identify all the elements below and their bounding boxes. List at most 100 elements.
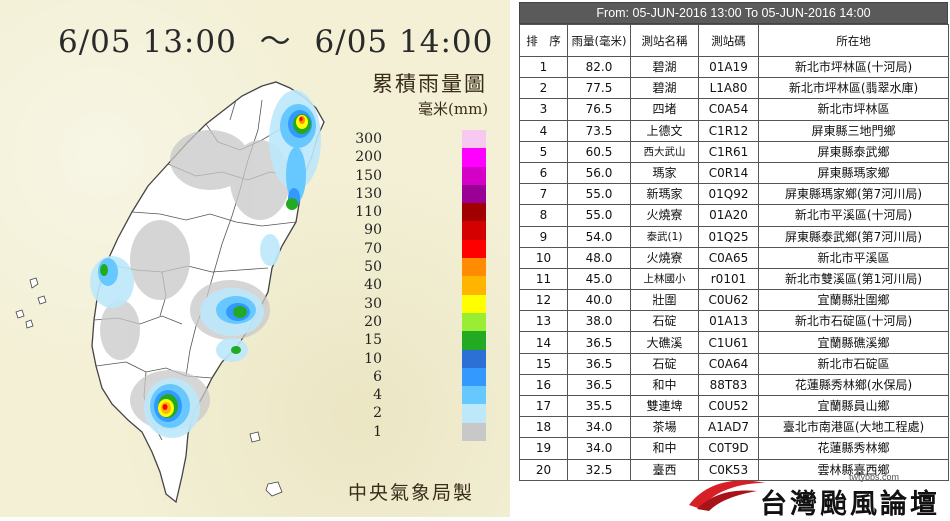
table-cell: 新瑪家 — [630, 183, 699, 206]
table-cell: 新北市石碇區(十河局) — [758, 310, 949, 333]
table-row: 12 40.0 壯圍 C0U62 宜蘭縣壯圍鄉 — [519, 289, 949, 312]
table-row: 11 45.0 上林國小 r0101 新北市雙溪區(第1河川局) — [519, 267, 949, 291]
table-cell: 3 — [519, 98, 568, 121]
rainfall-ranking-panel: From: 05-JUN-2016 13:00 To 05-JUN-2016 1… — [519, 2, 949, 481]
table-cell: 60.5 — [567, 140, 631, 163]
legend-swatch — [462, 258, 486, 277]
table-cell: 01A20 — [698, 204, 759, 227]
table-cell: 14 — [519, 331, 568, 354]
column-header: 排 序 — [519, 24, 568, 57]
legend-label: 30 — [364, 295, 382, 312]
table-cell: 48.0 — [567, 246, 631, 269]
table-cell: C0A65 — [698, 246, 759, 269]
table-body: 1 82.0 碧湖 01A19 新北市坪林區(十河局) 2 77.5 碧湖 L1A80 新北市坪林… — [519, 55, 949, 481]
orchid-island — [265, 481, 283, 497]
table-cell: 屏東縣瑪家鄉(第7河川局) — [758, 183, 949, 206]
table-row: 2 77.5 碧湖 L1A80 新北市坪林區(翡翠水庫) — [519, 77, 949, 100]
table-row: 1 82.0 碧湖 01A19 新北市坪林區(十河局) — [519, 55, 949, 79]
table-cell: 屏東縣泰武鄉(第7河川局) — [758, 225, 949, 248]
table-cell: 西大武山 — [630, 140, 699, 163]
table-cell: 36.5 — [567, 352, 631, 375]
table-row: 7 55.0 新瑪家 01Q92 屏東縣瑪家鄉(第7河川局) — [519, 183, 949, 206]
map-title: 累積雨量圖 — [372, 72, 487, 96]
table-cell: 石碇 — [630, 352, 699, 375]
legend-label: 6 — [373, 368, 382, 385]
table-cell: 碧湖 — [630, 77, 699, 100]
table-cell: 和中 — [630, 373, 699, 397]
table-cell: 36.5 — [567, 373, 631, 397]
table-cell: 16 — [519, 373, 568, 397]
table-cell: 臺北市南港區(大地工程處) — [758, 416, 949, 439]
table-cell: 新北市石碇區 — [758, 352, 949, 375]
table-row: 10 48.0 火燒寮 C0A65 新北市平溪區 — [519, 246, 949, 269]
table-cell: 宜蘭縣壯圍鄉 — [758, 289, 949, 312]
legend-label: 1 — [373, 423, 382, 440]
table-period-header: From: 05-JUN-2016 13:00 To 05-JUN-2016 1… — [519, 2, 948, 24]
table-cell: 上林國小 — [630, 267, 699, 291]
table-cell: 4 — [519, 119, 568, 142]
table-cell: 11 — [519, 267, 568, 291]
legend-label: 10 — [364, 350, 382, 367]
table-cell: 40.0 — [567, 289, 631, 312]
table-cell: 新北市平溪區(十河局) — [758, 204, 949, 227]
table-cell: 茶場 — [630, 416, 699, 439]
table-cell: C0K53 — [698, 458, 759, 481]
table-row: 14 36.5 大礁溪 C1U61 宜蘭縣礁溪鄉 — [519, 331, 949, 354]
legend-swatch — [462, 349, 486, 368]
table-row: 18 34.0 茶場 A1AD7 臺北市南港區(大地工程處) — [519, 416, 949, 439]
table-cell: 6 — [519, 161, 568, 185]
table-row: 17 35.5 雙連埤 C0U52 宜蘭縣員山鄉 — [519, 394, 949, 418]
table-cell: 雙連埤 — [630, 394, 699, 418]
table-cell: 76.5 — [567, 98, 631, 121]
legend-label: 70 — [364, 240, 382, 257]
table-cell: C0U52 — [698, 394, 759, 418]
table-cell: C0T9D — [698, 437, 759, 460]
table-cell: L1A80 — [698, 77, 759, 100]
legend-label: 20 — [364, 313, 382, 330]
legend-swatch — [462, 386, 486, 405]
watermark-site-name: 台灣颱風論壇 — [760, 489, 940, 520]
table-cell: 54.0 — [567, 225, 631, 248]
table-cell: 屏東縣泰武鄉 — [758, 140, 949, 163]
table-cell: 10 — [519, 246, 568, 269]
time-separator: ～ — [259, 24, 292, 60]
table-cell: 73.5 — [567, 119, 631, 142]
legend-swatch — [462, 184, 486, 204]
table-cell: 55.0 — [567, 183, 631, 206]
table-cell: 15 — [519, 352, 568, 375]
legend-swatch — [462, 130, 486, 149]
table-cell: 19 — [519, 437, 568, 460]
legend-label: 2 — [373, 405, 382, 422]
table-row: 15 36.5 石碇 C0A64 新北市石碇區 — [519, 352, 949, 375]
legend-swatch — [462, 166, 486, 185]
table-cell: 36.5 — [567, 331, 631, 354]
legend-swatch — [462, 148, 486, 167]
map-credit: 中央氣象局製 — [348, 482, 475, 504]
table-cell: A1AD7 — [698, 416, 759, 439]
table-cell: 和中 — [630, 437, 699, 460]
taiwan-rainfall-map — [15, 81, 325, 504]
column-header: 所在地 — [758, 24, 949, 57]
table-cell: C0A54 — [698, 98, 759, 121]
table-cell: 火燒寮 — [630, 204, 699, 227]
green-island — [249, 431, 261, 443]
table-cell: 新北市平溪區 — [758, 246, 949, 269]
legend-swatch — [462, 294, 486, 313]
table-cell: 宜蘭縣礁溪鄉 — [758, 331, 949, 354]
table-row: 8 55.0 火燒寮 01A20 新北市平溪區(十河局) — [519, 204, 949, 227]
legend-label: 200 — [355, 149, 382, 166]
table-row: 9 54.0 泰武(1) 01Q25 屏東縣泰武鄉(第7河川局) — [519, 225, 949, 248]
table-cell: 5 — [519, 140, 568, 163]
table-cell: 泰武(1) — [630, 225, 699, 248]
legend-swatch — [462, 276, 486, 295]
swoosh-logo-icon — [689, 480, 765, 511]
table-cell: 77.5 — [567, 77, 631, 100]
table-row: 5 60.5 西大武山 C1R61 屏東縣泰武鄉 — [519, 140, 949, 163]
table-cell: 壯圍 — [630, 289, 699, 312]
table-row: 20 32.5 臺西 C0K53 雲林縣臺西鄉 — [519, 458, 949, 481]
legend-swatch — [462, 331, 486, 350]
legend-swatch — [462, 239, 486, 259]
table-cell: 55.0 — [567, 204, 631, 227]
rainfall-map-panel: 6/05 13:00 ～ 6/05 14:00 累積雨量圖 毫米(mm) 300… — [0, 0, 510, 517]
table-cell: 新北市坪林區 — [758, 98, 949, 121]
